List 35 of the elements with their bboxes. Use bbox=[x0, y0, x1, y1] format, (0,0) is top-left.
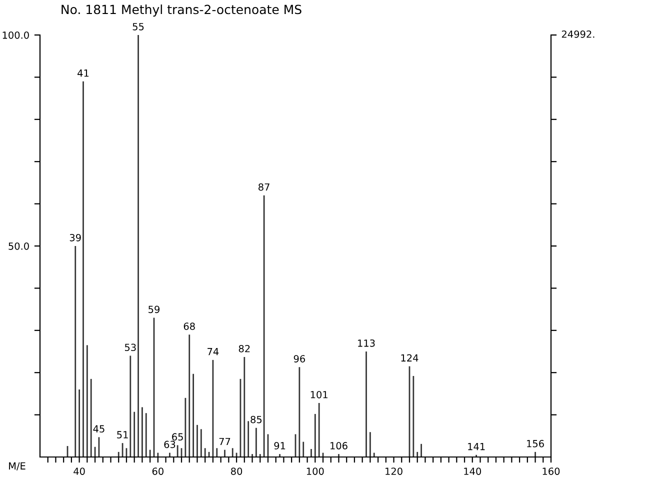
y-tick-label: 100.0 bbox=[2, 31, 29, 39]
annotation: 63 bbox=[164, 440, 176, 448]
annotation: 156 bbox=[527, 440, 544, 448]
annotation: 51 bbox=[117, 431, 128, 438]
annotation: 91 bbox=[274, 442, 286, 450]
annotation: 77 bbox=[219, 438, 230, 446]
annotation: 124 bbox=[401, 354, 418, 362]
annotation: 113 bbox=[358, 339, 375, 347]
annotation: 101 bbox=[310, 390, 328, 398]
x-tick-label: 80 bbox=[231, 468, 242, 475]
annotation: 55 bbox=[132, 23, 144, 30]
annotation: 39 bbox=[70, 234, 81, 242]
text: 24992. bbox=[562, 30, 594, 38]
x-tick-label: 60 bbox=[152, 468, 164, 475]
annotation: 96 bbox=[294, 355, 306, 362]
annotation: 85 bbox=[250, 416, 262, 424]
x-tick-label: 40 bbox=[74, 468, 85, 475]
annotation: 74 bbox=[208, 348, 219, 356]
x-tick-label: 120 bbox=[386, 468, 402, 475]
annotation: 106 bbox=[330, 442, 348, 450]
annotation: 65 bbox=[172, 433, 183, 441]
annotation: 68 bbox=[184, 322, 195, 330]
y-tick-label: 50.0 bbox=[8, 242, 29, 250]
x-axis-title: M/E bbox=[9, 462, 26, 470]
annotation: 59 bbox=[148, 306, 160, 314]
annotation: 53 bbox=[124, 344, 136, 352]
x-tick-label: 100 bbox=[306, 468, 324, 475]
annotation: 45 bbox=[93, 425, 104, 433]
annotation: 41 bbox=[78, 70, 89, 77]
chart-title: No. 1811 Methyl trans-2-octenoate MS bbox=[62, 4, 302, 17]
x-tick-label: 140 bbox=[464, 468, 482, 475]
annotation: 141 bbox=[468, 443, 485, 450]
annotation: 82 bbox=[238, 344, 250, 352]
x-tick-label: 160 bbox=[542, 468, 560, 475]
annotation: 87 bbox=[258, 183, 270, 191]
